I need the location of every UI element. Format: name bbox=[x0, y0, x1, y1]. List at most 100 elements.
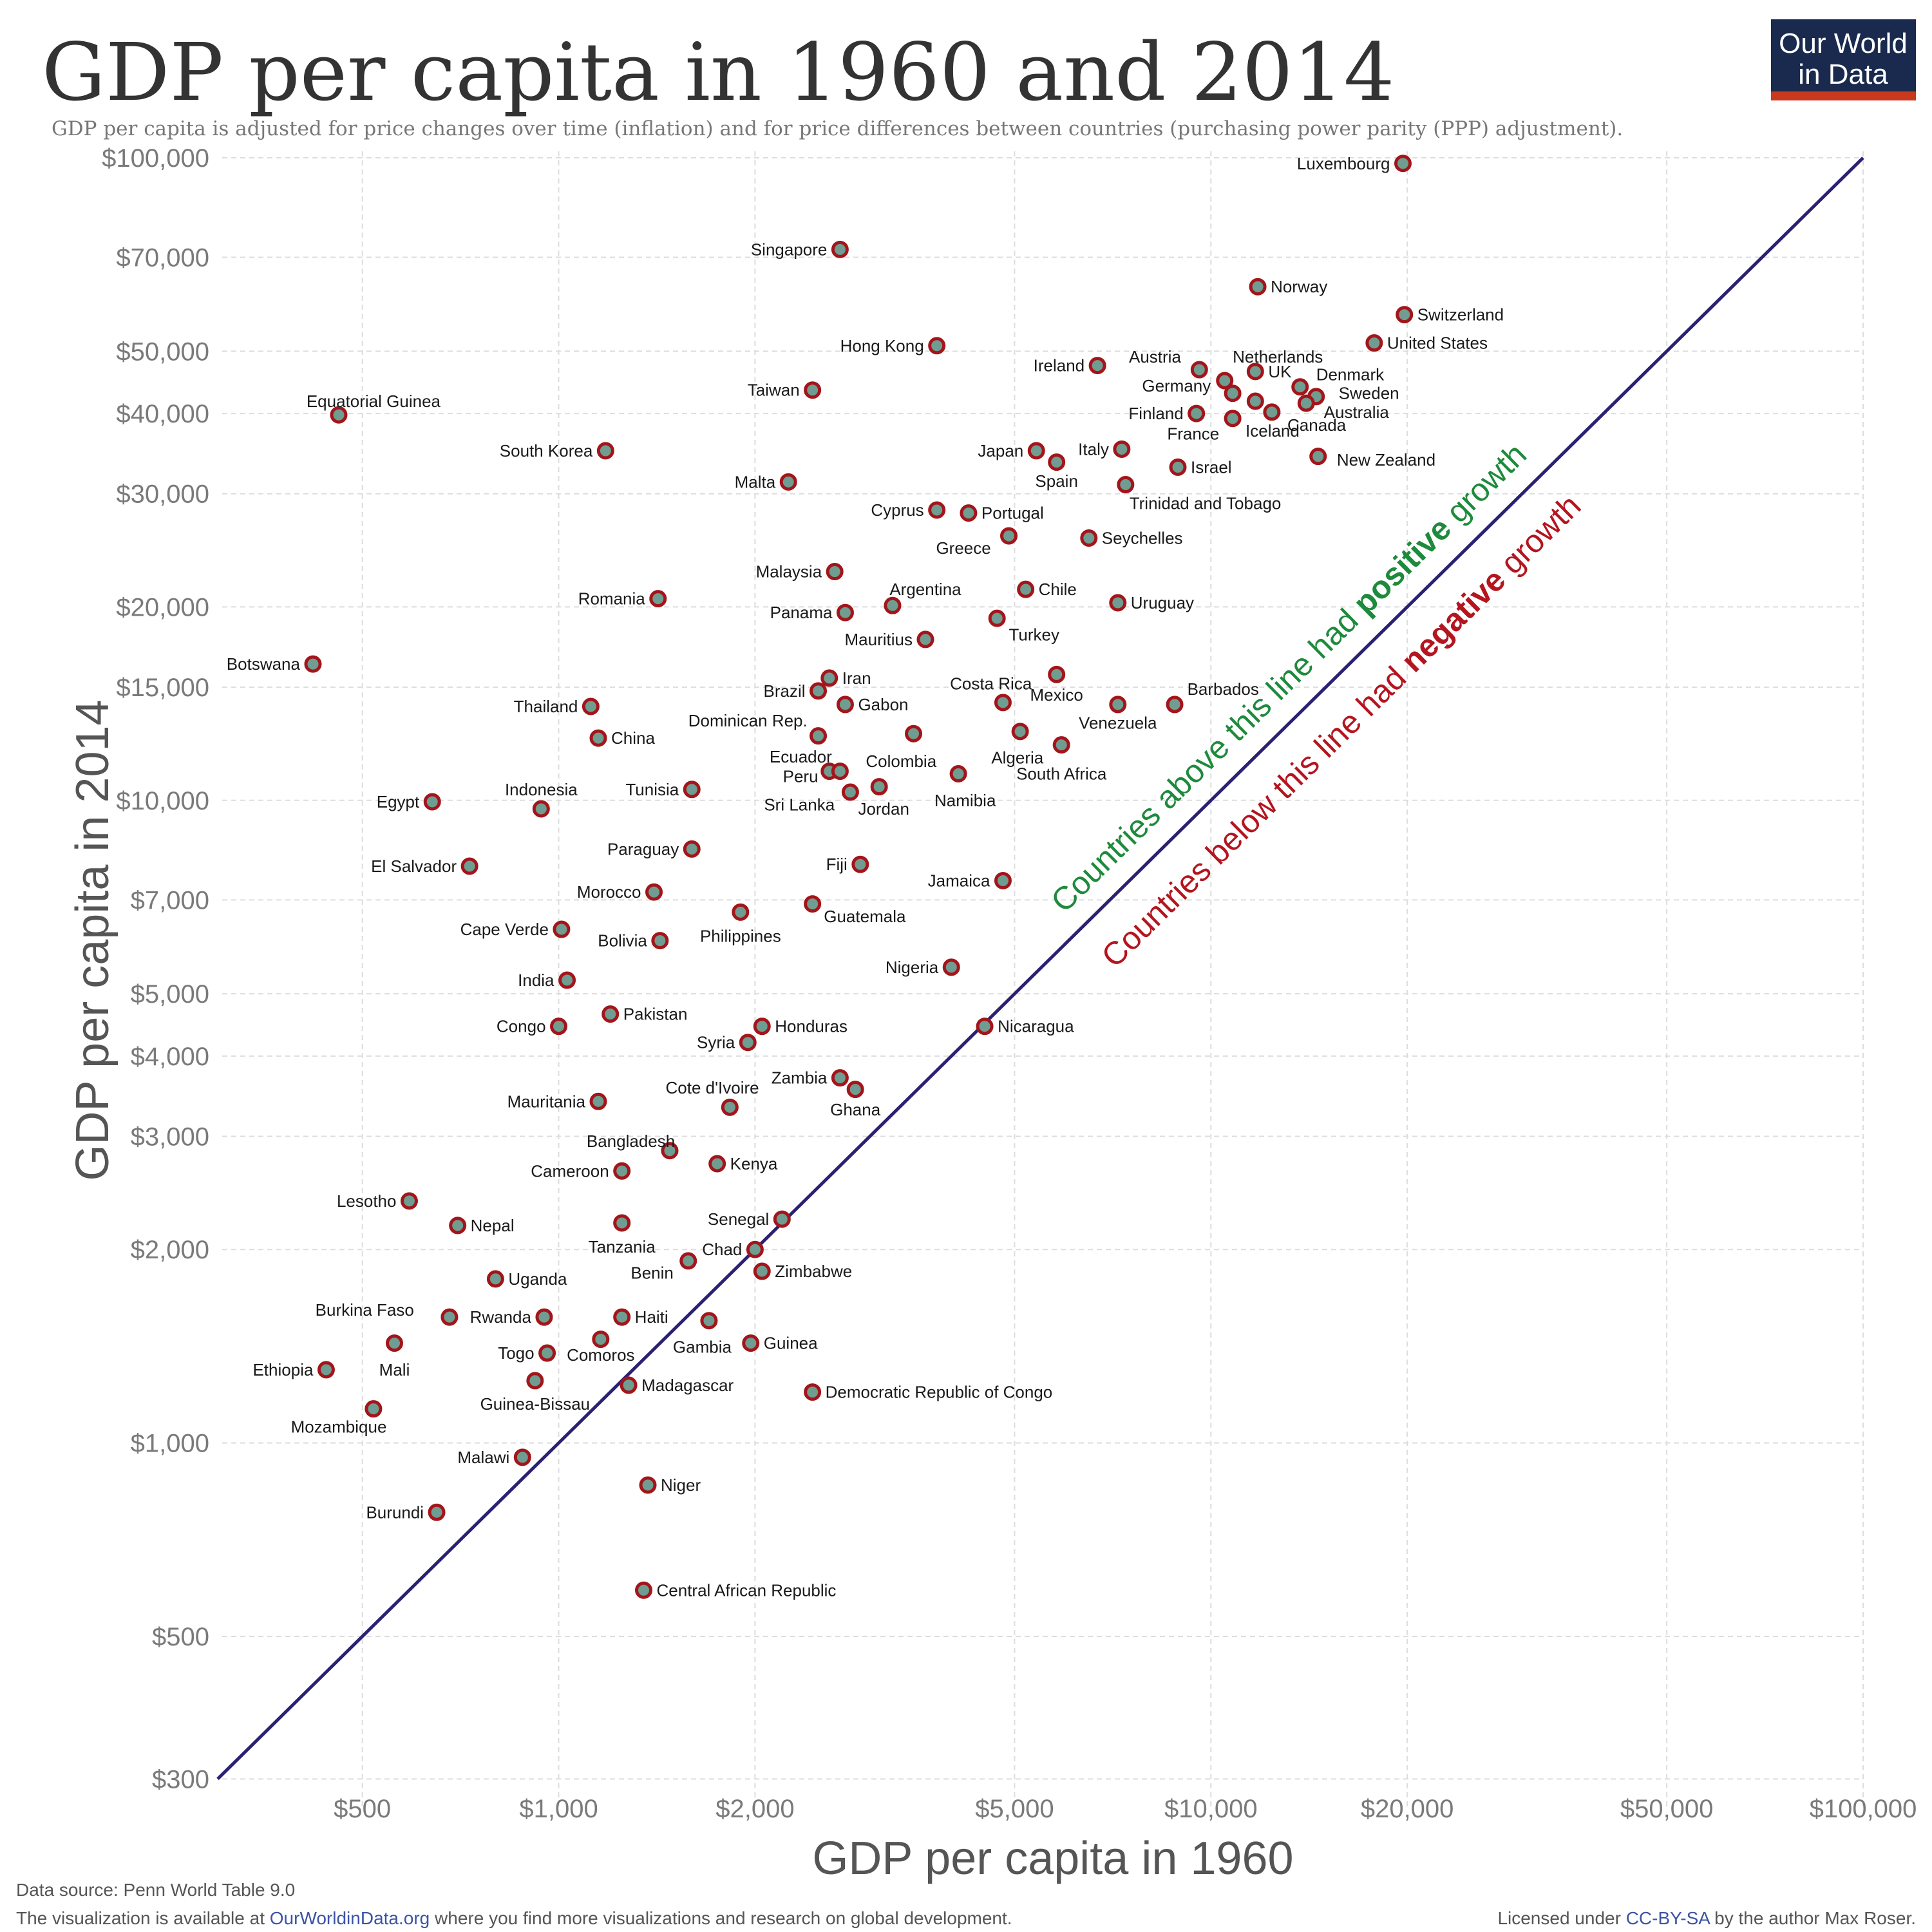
license-link[interactable]: CC-BY-SA bbox=[1626, 1908, 1711, 1928]
data-point[interactable] bbox=[831, 240, 849, 258]
data-point[interactable] bbox=[317, 1361, 335, 1379]
data-point[interactable] bbox=[976, 1018, 994, 1036]
data-point[interactable] bbox=[440, 1308, 459, 1326]
data-point[interactable] bbox=[1246, 392, 1264, 410]
data-point[interactable] bbox=[1027, 442, 1045, 460]
data-point[interactable] bbox=[779, 473, 797, 491]
data-point[interactable] bbox=[428, 1503, 446, 1521]
data-point[interactable] bbox=[804, 381, 822, 399]
data-point[interactable] bbox=[708, 1155, 726, 1173]
data-point[interactable] bbox=[635, 1581, 653, 1599]
data-point[interactable] bbox=[739, 1034, 757, 1052]
data-point[interactable] bbox=[753, 1262, 771, 1280]
data-point[interactable] bbox=[870, 778, 888, 796]
data-point[interactable] bbox=[1291, 378, 1309, 396]
data-point[interactable] bbox=[613, 1162, 631, 1180]
data-point[interactable] bbox=[1394, 155, 1412, 173]
data-point[interactable] bbox=[1048, 665, 1066, 683]
data-point[interactable] bbox=[831, 762, 849, 781]
data-point[interactable] bbox=[1246, 363, 1264, 381]
data-point[interactable] bbox=[330, 406, 348, 424]
data-point[interactable] bbox=[553, 920, 571, 938]
data-point[interactable] bbox=[613, 1308, 631, 1326]
data-point[interactable] bbox=[928, 501, 946, 519]
data-point[interactable] bbox=[538, 1344, 556, 1362]
data-point[interactable] bbox=[661, 1142, 679, 1160]
data-point[interactable] bbox=[1224, 384, 1242, 402]
data-point[interactable] bbox=[1017, 580, 1035, 598]
data-point[interactable] bbox=[988, 609, 1006, 627]
data-point[interactable] bbox=[460, 857, 478, 875]
data-point[interactable] bbox=[1224, 410, 1242, 428]
data-point[interactable] bbox=[649, 590, 667, 608]
data-point[interactable] bbox=[804, 1383, 822, 1401]
data-point[interactable] bbox=[679, 1252, 697, 1270]
data-point[interactable] bbox=[596, 442, 614, 460]
data-point[interactable] bbox=[841, 783, 859, 801]
data-point[interactable] bbox=[486, 1270, 504, 1288]
data-point[interactable] bbox=[592, 1331, 610, 1349]
data-point[interactable] bbox=[1365, 334, 1383, 352]
data-point[interactable] bbox=[589, 729, 607, 747]
data-point[interactable] bbox=[645, 883, 663, 901]
data-point[interactable] bbox=[742, 1334, 760, 1352]
data-point[interactable] bbox=[820, 669, 838, 687]
data-point[interactable] bbox=[1396, 306, 1414, 324]
data-point[interactable] bbox=[994, 871, 1012, 889]
data-point[interactable] bbox=[884, 596, 902, 614]
data-point[interactable] bbox=[810, 682, 828, 700]
data-point[interactable] bbox=[1000, 527, 1018, 545]
data-point[interactable] bbox=[1048, 453, 1066, 471]
data-point[interactable] bbox=[804, 895, 822, 913]
data-point[interactable] bbox=[1117, 476, 1135, 494]
data-point[interactable] bbox=[1249, 278, 1267, 296]
data-point[interactable] bbox=[949, 765, 967, 783]
data-point[interactable] bbox=[1011, 723, 1029, 741]
data-point[interactable] bbox=[746, 1240, 764, 1258]
data-point[interactable] bbox=[942, 958, 960, 976]
data-point[interactable] bbox=[732, 903, 750, 921]
owid-link[interactable]: OurWorldinData.org bbox=[270, 1908, 430, 1928]
data-point[interactable] bbox=[1088, 357, 1106, 375]
data-point[interactable] bbox=[304, 655, 322, 673]
data-point[interactable] bbox=[526, 1372, 544, 1390]
data-point[interactable] bbox=[773, 1210, 791, 1228]
data-point[interactable] bbox=[831, 1069, 849, 1087]
data-point[interactable] bbox=[601, 1005, 620, 1023]
data-point[interactable] bbox=[1309, 448, 1327, 466]
data-point[interactable] bbox=[846, 1081, 864, 1099]
data-point[interactable] bbox=[532, 800, 550, 818]
data-point[interactable] bbox=[1190, 361, 1208, 379]
data-point[interactable] bbox=[826, 563, 844, 581]
data-point[interactable] bbox=[836, 603, 854, 621]
data-point[interactable] bbox=[1263, 403, 1281, 421]
owid-logo[interactable]: Our World in Data bbox=[1771, 19, 1916, 100]
data-point[interactable] bbox=[651, 932, 669, 950]
data-point[interactable] bbox=[1188, 404, 1206, 422]
data-point[interactable] bbox=[400, 1192, 418, 1210]
data-point[interactable] bbox=[449, 1217, 467, 1235]
data-point[interactable] bbox=[960, 504, 978, 522]
data-point[interactable] bbox=[1169, 458, 1187, 476]
data-point[interactable] bbox=[423, 793, 441, 811]
data-point[interactable] bbox=[1297, 394, 1315, 412]
data-point[interactable] bbox=[386, 1334, 404, 1352]
data-point[interactable] bbox=[620, 1376, 638, 1394]
data-point[interactable] bbox=[721, 1098, 739, 1116]
data-point[interactable] bbox=[535, 1308, 553, 1326]
data-point[interactable] bbox=[994, 694, 1012, 712]
data-point[interactable] bbox=[613, 1214, 631, 1232]
data-point[interactable] bbox=[683, 840, 701, 858]
data-point[interactable] bbox=[1052, 736, 1070, 754]
data-point[interactable] bbox=[836, 696, 854, 714]
data-point[interactable] bbox=[753, 1018, 771, 1036]
data-point[interactable] bbox=[1109, 594, 1127, 612]
data-point[interactable] bbox=[1109, 696, 1127, 714]
data-point[interactable] bbox=[1080, 529, 1098, 547]
data-point[interactable] bbox=[1216, 372, 1234, 390]
data-point[interactable] bbox=[700, 1312, 718, 1330]
data-point[interactable] bbox=[639, 1476, 657, 1494]
data-point[interactable] bbox=[558, 971, 576, 989]
data-point[interactable] bbox=[582, 697, 600, 715]
data-point[interactable] bbox=[683, 781, 701, 799]
